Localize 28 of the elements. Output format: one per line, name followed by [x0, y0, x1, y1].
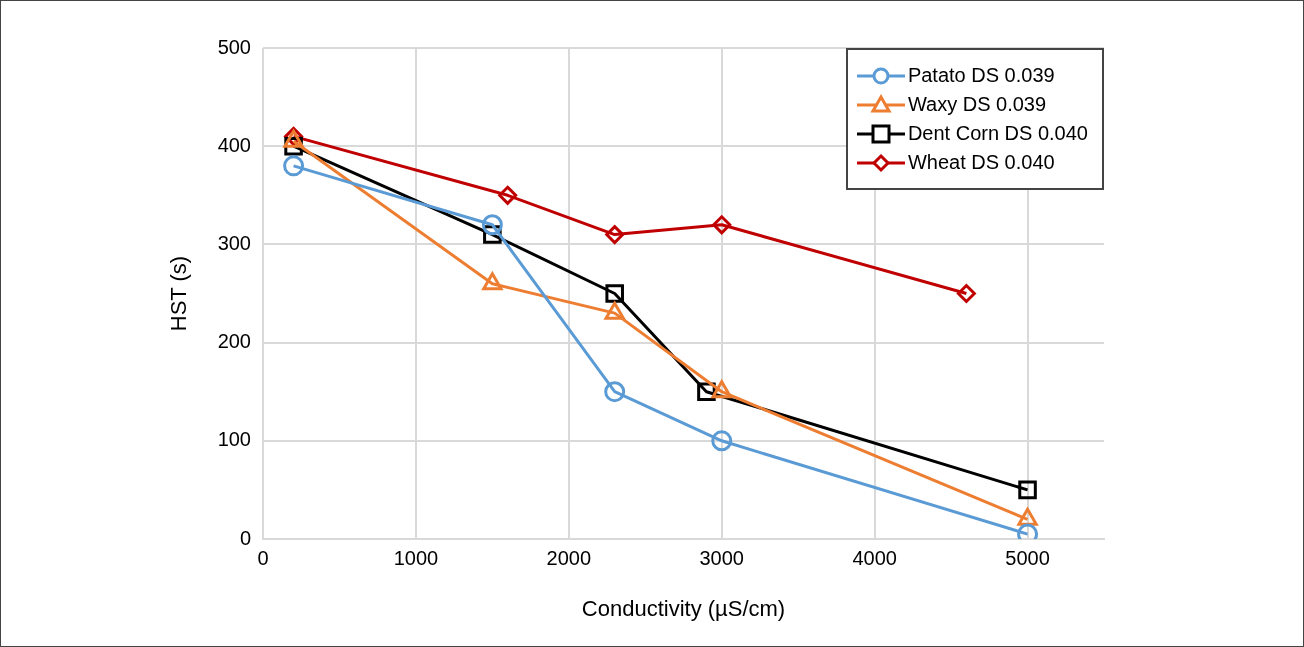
- y-tick-label: 300: [217, 231, 251, 254]
- x-tick-label: 4000: [852, 546, 897, 569]
- x-tick-label: 2000: [546, 546, 592, 569]
- point: [481, 214, 503, 236]
- y-tick-label: 100: [217, 428, 251, 451]
- point: [605, 284, 624, 303]
- y-tick-label: 0: [239, 526, 251, 549]
- point: [498, 185, 518, 205]
- legend-label: Waxy DS 0.039: [907, 93, 1047, 116]
- legend-label: Dent Corn DS 0.040: [907, 122, 1088, 145]
- point: [604, 381, 626, 403]
- x-tick-label: 0: [257, 546, 269, 569]
- point: [711, 430, 733, 452]
- y-tick-label: 200: [217, 330, 251, 353]
- legend-label: Wheat DS 0.040: [907, 151, 1055, 174]
- x-tick-label: 3000: [699, 546, 744, 569]
- point: [956, 284, 976, 303]
- y-tick-label: 500: [217, 35, 251, 58]
- x-tick-label: 1000: [393, 546, 439, 569]
- point: [712, 215, 732, 235]
- point: [605, 225, 625, 245]
- point: [1018, 480, 1037, 500]
- x-tick-label: 5000: [1005, 546, 1050, 569]
- y-tick-label: 400: [217, 133, 251, 156]
- point: [283, 155, 305, 177]
- x-axis-title: Conductivity (µS/cm): [581, 595, 786, 621]
- legend-label: Patato DS 0.039: [907, 64, 1055, 87]
- y-axis-title: HST (s): [166, 255, 192, 332]
